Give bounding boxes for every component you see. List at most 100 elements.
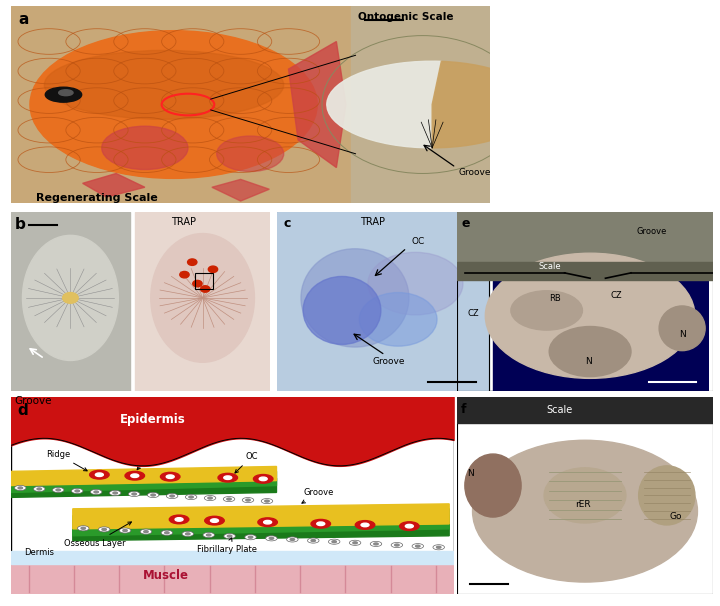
Ellipse shape <box>659 306 705 351</box>
Text: OB: OB <box>138 449 156 470</box>
Circle shape <box>307 538 319 543</box>
Circle shape <box>208 497 212 499</box>
Text: OC: OC <box>608 218 621 227</box>
Circle shape <box>258 518 277 527</box>
Text: CZ: CZ <box>467 309 479 318</box>
Circle shape <box>370 541 382 547</box>
Text: Muscle: Muscle <box>143 569 189 582</box>
Circle shape <box>349 540 361 545</box>
Circle shape <box>208 266 217 273</box>
Circle shape <box>56 489 60 491</box>
Text: Groove: Groove <box>636 227 667 236</box>
Circle shape <box>201 286 210 292</box>
Circle shape <box>166 493 178 499</box>
Circle shape <box>332 541 336 543</box>
Circle shape <box>415 545 420 547</box>
Ellipse shape <box>485 253 695 378</box>
Circle shape <box>204 496 216 501</box>
Text: b: b <box>14 218 26 233</box>
Circle shape <box>169 515 189 524</box>
Circle shape <box>564 278 612 297</box>
Text: N: N <box>680 330 686 339</box>
Circle shape <box>37 488 42 490</box>
Circle shape <box>400 522 419 530</box>
Circle shape <box>224 533 235 539</box>
Ellipse shape <box>511 291 582 330</box>
Polygon shape <box>73 509 449 536</box>
Ellipse shape <box>22 235 118 361</box>
Circle shape <box>170 495 174 497</box>
Text: a: a <box>18 12 28 27</box>
Circle shape <box>71 488 83 493</box>
Circle shape <box>99 527 110 532</box>
Circle shape <box>246 499 251 501</box>
Bar <box>11 6 351 203</box>
Circle shape <box>63 293 78 303</box>
Circle shape <box>165 532 169 534</box>
Circle shape <box>248 536 253 538</box>
Circle shape <box>207 534 211 536</box>
Ellipse shape <box>150 233 254 362</box>
Circle shape <box>265 500 269 502</box>
Circle shape <box>161 472 180 481</box>
Text: Regenerating Scale: Regenerating Scale <box>36 193 158 203</box>
Circle shape <box>412 544 423 548</box>
Text: TRAP: TRAP <box>360 218 384 227</box>
Text: CZ: CZ <box>611 291 622 300</box>
Ellipse shape <box>472 440 698 582</box>
Text: rER: rER <box>575 500 590 509</box>
Ellipse shape <box>301 248 409 347</box>
Circle shape <box>433 545 444 550</box>
Bar <box>11 564 454 594</box>
Circle shape <box>193 281 202 287</box>
Circle shape <box>264 521 271 524</box>
Circle shape <box>120 528 131 533</box>
Text: RB: RB <box>549 295 561 304</box>
Wedge shape <box>327 61 441 148</box>
Bar <box>11 212 130 391</box>
Circle shape <box>59 90 73 96</box>
Circle shape <box>519 276 571 298</box>
Circle shape <box>651 286 681 299</box>
Circle shape <box>128 491 140 496</box>
Text: Scale: Scale <box>546 405 572 415</box>
Text: Ontogenic Scale: Ontogenic Scale <box>358 12 454 22</box>
Circle shape <box>102 528 107 530</box>
Text: c: c <box>284 218 291 230</box>
Circle shape <box>317 522 325 525</box>
Text: OC: OC <box>411 238 424 246</box>
Text: Groove: Groove <box>302 488 333 503</box>
Circle shape <box>567 261 610 278</box>
Circle shape <box>125 471 145 480</box>
Bar <box>277 212 489 391</box>
Ellipse shape <box>30 31 318 178</box>
Circle shape <box>554 298 588 312</box>
Circle shape <box>311 539 315 542</box>
Bar <box>135 212 270 391</box>
Circle shape <box>391 542 402 548</box>
Circle shape <box>89 470 109 479</box>
Circle shape <box>290 539 294 541</box>
Text: Go: Go <box>670 512 682 521</box>
Text: Osseous Layer: Osseous Layer <box>64 522 132 548</box>
Circle shape <box>132 493 136 495</box>
Circle shape <box>395 544 399 546</box>
Polygon shape <box>73 516 449 541</box>
Circle shape <box>227 498 231 500</box>
Circle shape <box>131 474 139 478</box>
Circle shape <box>151 494 156 496</box>
Bar <box>11 550 454 564</box>
Circle shape <box>627 303 662 318</box>
Text: N: N <box>467 468 474 478</box>
Circle shape <box>175 518 183 521</box>
Ellipse shape <box>102 126 188 170</box>
Circle shape <box>245 534 256 540</box>
Circle shape <box>253 474 273 483</box>
Circle shape <box>188 259 197 265</box>
Polygon shape <box>212 179 269 201</box>
Circle shape <box>287 537 298 542</box>
Circle shape <box>311 519 330 528</box>
Text: Ridge: Ridge <box>46 450 87 471</box>
Text: Actin Ring: Actin Ring <box>528 338 574 347</box>
Polygon shape <box>289 42 346 168</box>
